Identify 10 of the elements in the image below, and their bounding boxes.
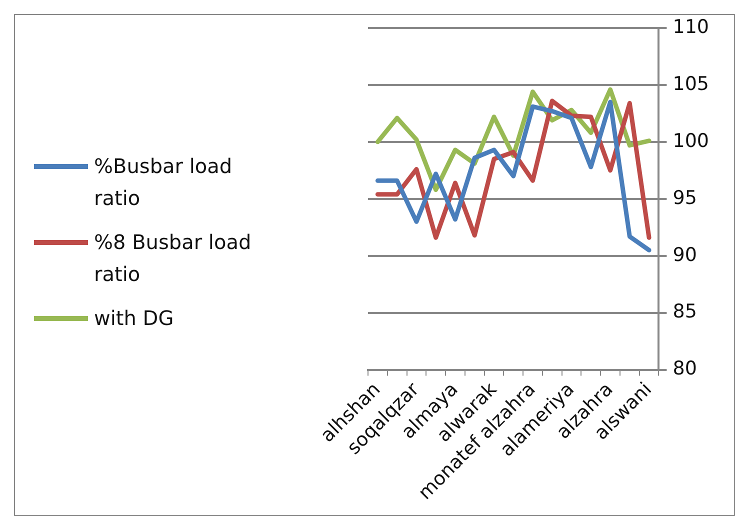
y-tick-label: 105 bbox=[672, 72, 709, 95]
legend-label: %8 Busbar load ratio bbox=[94, 229, 252, 288]
y-tick-label: 80 bbox=[672, 358, 697, 380]
y-tick-label: 85 bbox=[672, 300, 697, 323]
y-tick-label: 90 bbox=[672, 244, 697, 266]
y-tick-label: 110 bbox=[672, 16, 709, 38]
legend-label: with DG bbox=[94, 305, 174, 332]
y-tick-label: 95 bbox=[672, 186, 697, 209]
legend-label: %Busbar load ratio bbox=[94, 153, 234, 212]
y-tick-label: 100 bbox=[672, 130, 709, 152]
